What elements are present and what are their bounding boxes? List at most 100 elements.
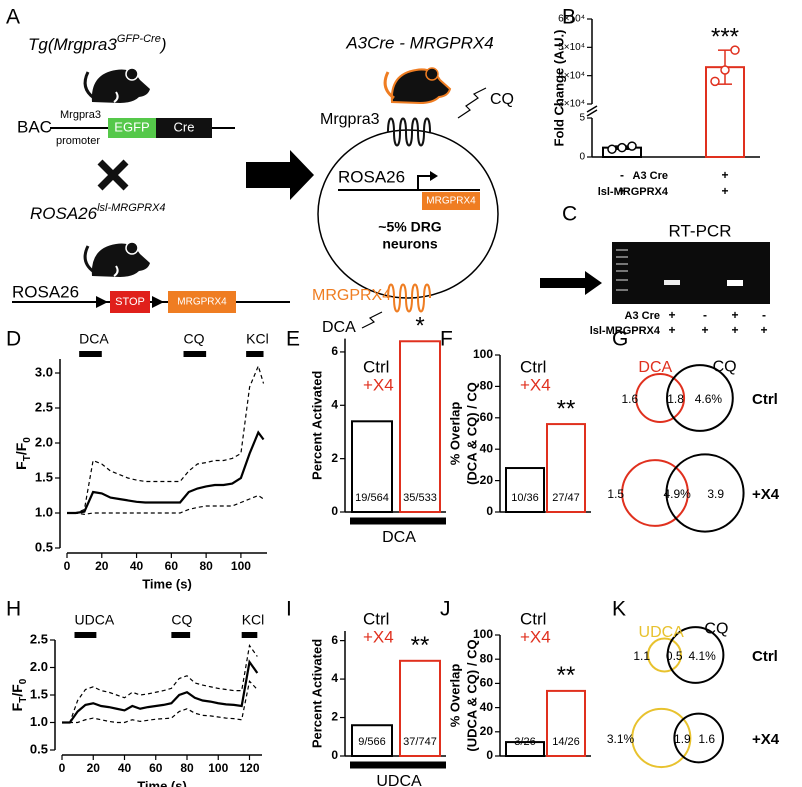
row-label: lsl-MRGPRX4 bbox=[590, 325, 661, 337]
arrow bbox=[540, 271, 602, 295]
y-tick-label: 100 bbox=[473, 347, 493, 361]
group-label: Ctrl bbox=[752, 391, 778, 408]
y-axis-label: Percent Activated bbox=[309, 371, 324, 480]
bac-label: BAC bbox=[17, 117, 52, 136]
egfp-box bbox=[108, 118, 156, 138]
mouse-icon bbox=[383, 67, 452, 105]
y-tick-label: 4×10⁴ bbox=[558, 70, 585, 81]
stop-label: STOP bbox=[115, 296, 145, 308]
legend-label: +X4 bbox=[520, 375, 551, 394]
promoter-label: promoter bbox=[56, 135, 100, 147]
cell-text: neurons bbox=[382, 236, 437, 252]
promoter-name: Mrgpra3 bbox=[60, 109, 101, 121]
y-axis-label: Percent Activated bbox=[309, 639, 324, 748]
y-tick-label: 1.0 bbox=[30, 714, 48, 729]
venn-value: 3.1% bbox=[607, 732, 635, 746]
y-tick-label: 40 bbox=[480, 441, 494, 455]
panel-label: H bbox=[6, 598, 21, 621]
stimulus-bar bbox=[74, 632, 97, 638]
x-tick-label: 0 bbox=[59, 761, 66, 775]
y-axis-label: (UDCA & CQ) / CQ bbox=[464, 639, 479, 751]
venn-value: 1.1 bbox=[633, 649, 650, 663]
row-label: lsl-MRGPRX4 bbox=[598, 186, 669, 198]
legend-label: +X4 bbox=[520, 627, 551, 646]
bar-label: 14/26 bbox=[552, 736, 580, 748]
venn-circle bbox=[635, 373, 686, 423]
bar bbox=[351, 724, 393, 758]
y-tick-label: 4 bbox=[331, 671, 338, 685]
receptor-label: Mrgpra3 bbox=[320, 111, 380, 128]
lane-label: + bbox=[701, 323, 708, 337]
legend-label: Ctrl bbox=[520, 609, 546, 628]
y-axis-label-subscript: 0 bbox=[22, 437, 33, 443]
dca-label: DCA bbox=[322, 319, 356, 336]
y-tick-label: 2.0 bbox=[35, 434, 53, 449]
title-end: ) bbox=[159, 35, 167, 54]
data-point bbox=[730, 45, 740, 55]
stimulus-bar bbox=[183, 351, 207, 357]
y-axis-label-part: /F bbox=[9, 684, 25, 697]
receptor-label: MRGPRX4 bbox=[312, 287, 391, 304]
y-tick-label: 2 bbox=[331, 710, 338, 724]
axis-break bbox=[586, 105, 598, 113]
band-line bbox=[67, 494, 264, 516]
y-tick-label: 0.5 bbox=[30, 741, 48, 756]
panel-label: I bbox=[286, 598, 292, 621]
venn-value: 1.5 bbox=[607, 487, 624, 501]
panel-label: B bbox=[562, 6, 576, 29]
stimulus-label: CQ bbox=[184, 331, 205, 347]
y-tick-label: 100 bbox=[473, 627, 493, 641]
venn-value: 1.9 bbox=[674, 732, 691, 746]
stimulus-label: DCA bbox=[79, 331, 109, 347]
bar bbox=[505, 467, 545, 514]
receptor bbox=[387, 283, 431, 313]
x-tick-label: 0 bbox=[64, 559, 71, 573]
panel-label: A bbox=[6, 6, 20, 29]
y-tick-label: 4 bbox=[331, 397, 338, 411]
mouse-icon bbox=[83, 241, 150, 277]
transgene-title: Tg(Mrgpra3GFP-Cre) bbox=[28, 33, 166, 55]
rosa-label: ROSA26 bbox=[338, 167, 405, 186]
rosa-title: ROSA26lsl-MRGPRX4 bbox=[30, 202, 166, 224]
cross-mark bbox=[97, 159, 129, 191]
title-superscript: GFP-Cre bbox=[117, 33, 161, 45]
panel-label: G bbox=[612, 328, 628, 351]
gene-label: MRGPRX4 bbox=[177, 297, 227, 308]
legend-label: +X4 bbox=[363, 375, 394, 394]
y-tick-label: 2.5 bbox=[35, 399, 53, 414]
group-label: DCA bbox=[382, 529, 416, 546]
lane-label: + bbox=[731, 308, 738, 322]
y-tick-label: 2 bbox=[331, 451, 338, 465]
y-tick-label: 80 bbox=[480, 379, 494, 393]
data-point bbox=[627, 141, 637, 151]
mean-line bbox=[62, 659, 259, 724]
x-tick-label: + bbox=[721, 168, 728, 182]
y-axis-label-subscript: T bbox=[22, 455, 33, 461]
x-tick-label: 40 bbox=[130, 559, 144, 573]
y-axis-label-subscript: T bbox=[18, 697, 29, 703]
lane-label: + bbox=[668, 308, 675, 322]
stimulus-bar bbox=[171, 632, 191, 638]
bar bbox=[546, 423, 586, 513]
cross-title: A3Cre - MRGPRX4 bbox=[345, 33, 493, 52]
y-tick-label: 1.0 bbox=[35, 504, 53, 519]
loxp bbox=[152, 296, 164, 308]
y-tick-label: 6 bbox=[331, 344, 338, 358]
y-axis-label: FT/F0 bbox=[13, 437, 33, 470]
y-tick-label: 80 bbox=[480, 651, 494, 665]
venn-value: 4.6% bbox=[695, 392, 723, 406]
y-axis-label: (DCA & CQ) / CQ bbox=[464, 382, 479, 485]
gel-image bbox=[612, 242, 770, 304]
bar-label: 19/564 bbox=[355, 492, 389, 504]
group-label: Ctrl bbox=[752, 648, 778, 665]
promoter-arrow-head bbox=[430, 171, 438, 181]
gel-band bbox=[664, 280, 680, 285]
venn-circle bbox=[621, 459, 689, 527]
venn-value: 0.5 bbox=[666, 649, 683, 663]
cre-label: Cre bbox=[174, 119, 195, 134]
x-tick-label: 100 bbox=[231, 559, 251, 573]
cre-box bbox=[156, 118, 212, 138]
stimulus-label: KCl bbox=[242, 612, 265, 628]
group-label: UDCA bbox=[376, 773, 422, 787]
